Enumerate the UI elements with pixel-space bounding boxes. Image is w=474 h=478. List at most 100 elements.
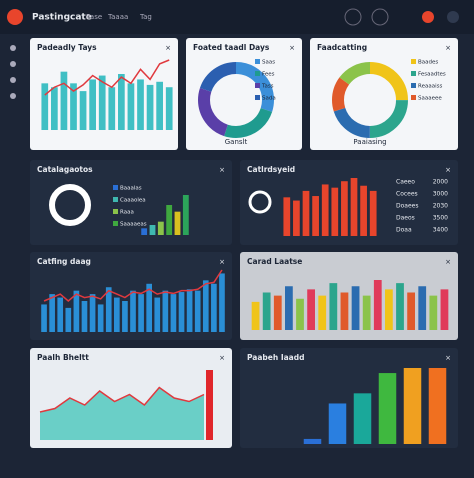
bar <box>396 283 404 330</box>
legend-swatch <box>113 185 118 190</box>
bar <box>146 84 154 130</box>
close-button[interactable]: × <box>219 258 225 266</box>
legend-swatch <box>255 71 260 76</box>
close-button[interactable]: × <box>445 44 451 52</box>
bar <box>369 190 377 236</box>
bar <box>351 286 360 330</box>
close-button[interactable]: × <box>445 258 451 266</box>
nav-icon[interactable] <box>10 45 16 51</box>
close-button[interactable]: × <box>219 354 225 362</box>
list-value: 2000 <box>433 179 448 186</box>
bar <box>97 304 104 332</box>
bar <box>362 295 371 330</box>
close-button[interactable]: × <box>289 44 295 52</box>
top-bar <box>0 0 474 34</box>
menu-item[interactable]: Tag <box>139 13 152 21</box>
bar <box>89 294 96 332</box>
bar <box>165 87 173 130</box>
list-label: Doaees <box>396 203 418 210</box>
menu-item[interactable]: Taaaa <box>107 13 128 21</box>
legend-label: Fees <box>262 72 275 78</box>
bar <box>81 301 88 332</box>
legend-swatch <box>113 197 118 202</box>
nav-icon[interactable] <box>10 77 16 83</box>
bar <box>108 87 116 130</box>
donut-segment <box>198 62 274 138</box>
bar <box>373 280 382 330</box>
legend-label: Baades <box>418 60 438 66</box>
bar <box>283 197 291 236</box>
bar <box>122 301 128 332</box>
bar <box>312 196 319 236</box>
bar <box>407 292 415 330</box>
legend-swatch <box>255 59 260 64</box>
list-label: Daeos <box>396 215 415 222</box>
panel <box>30 160 232 245</box>
donut-segment <box>198 62 274 138</box>
logo[interactable] <box>7 9 23 25</box>
area <box>40 387 204 440</box>
bar <box>127 83 135 130</box>
close-button[interactable]: × <box>445 166 451 174</box>
bar <box>89 79 96 130</box>
legend-label: Saaaaeas <box>120 222 147 228</box>
close-button[interactable]: × <box>219 166 225 174</box>
nav-icon[interactable] <box>10 61 16 67</box>
bar <box>429 295 438 330</box>
close-button[interactable]: × <box>165 44 171 52</box>
bar <box>60 71 68 130</box>
ring <box>49 184 91 226</box>
bar <box>350 178 358 236</box>
icon-button[interactable] <box>344 8 362 26</box>
legend-label: Tass <box>261 84 274 90</box>
bar <box>418 286 427 330</box>
close-button[interactable]: × <box>445 354 451 362</box>
bar <box>170 294 177 332</box>
bar <box>186 289 193 332</box>
bar <box>138 294 144 332</box>
panel-title: Carad Laatse <box>247 257 302 266</box>
bar <box>130 290 136 332</box>
bar <box>440 289 449 330</box>
avatar[interactable] <box>447 11 459 23</box>
bar <box>49 294 55 332</box>
peak-bar <box>206 370 213 440</box>
nav-icon[interactable] <box>10 93 16 99</box>
bar <box>307 289 315 330</box>
donut-footer: Paaiasing <box>353 138 386 146</box>
app-title: Pastingcate <box>32 13 92 23</box>
panel-title: Paabeh Iaadd <box>247 353 304 362</box>
bar <box>262 292 271 330</box>
legend-swatch <box>255 83 260 88</box>
donut-segment <box>332 62 408 138</box>
icon-button[interactable] <box>371 8 389 26</box>
bar <box>273 295 282 330</box>
bar <box>98 75 106 130</box>
line <box>43 269 223 302</box>
bar <box>65 307 72 332</box>
panel-title: Faadcatting <box>317 43 367 52</box>
legend-label: Caaaolea <box>120 198 146 204</box>
bar <box>318 295 327 330</box>
bar <box>328 403 347 444</box>
donut-segment <box>198 62 274 138</box>
menu-item[interactable]: Pase <box>86 13 102 21</box>
legend-swatch <box>411 95 416 100</box>
list-label: Caeeo <box>396 179 415 186</box>
legend-swatch <box>411 83 416 88</box>
list-value: 3000 <box>433 191 448 198</box>
bar <box>41 83 49 130</box>
avatar[interactable] <box>422 11 434 23</box>
legend-label: Saas <box>262 60 275 66</box>
bar <box>149 225 156 235</box>
legend-label: Sada <box>262 96 276 102</box>
bar <box>118 74 125 130</box>
line <box>44 59 170 96</box>
bar <box>202 280 209 332</box>
bar <box>79 91 87 130</box>
bar <box>285 286 293 330</box>
bar <box>51 87 58 130</box>
bar <box>385 289 393 330</box>
donut-footer: Ganslt <box>225 138 248 146</box>
legend-swatch <box>113 209 118 214</box>
